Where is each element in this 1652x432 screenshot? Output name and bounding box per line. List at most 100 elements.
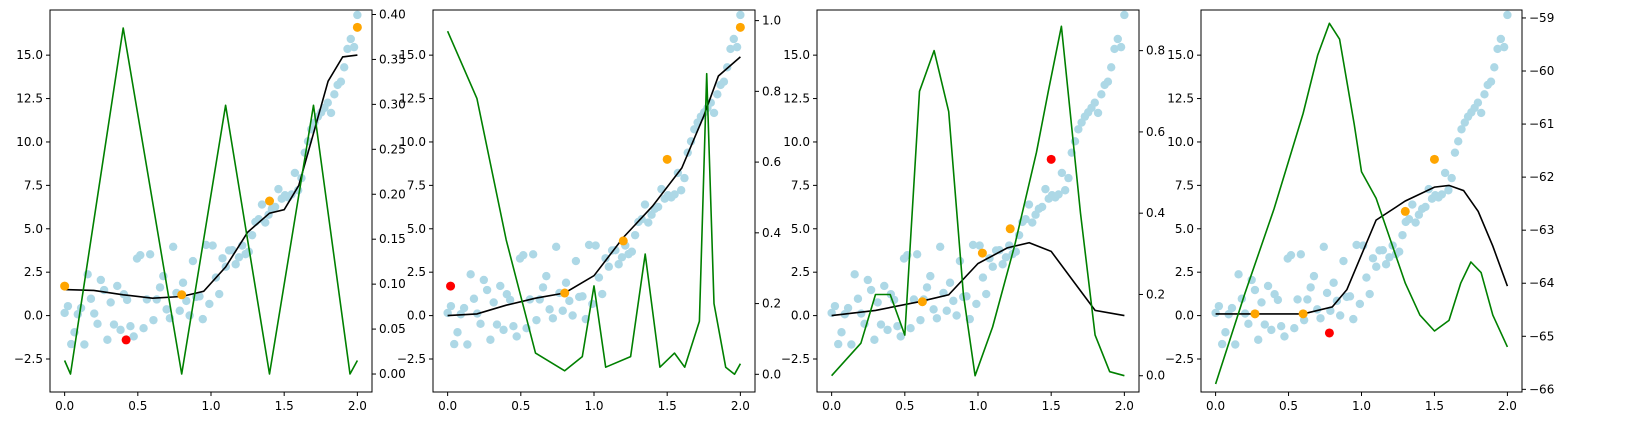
y2-tick-label: 1.0 [762,14,781,28]
mean-curve [447,56,741,317]
data-point [932,314,942,323]
data-point [175,306,184,315]
data-point [1421,202,1430,212]
data-point [909,295,919,304]
x-tick-label: 0.0 [1206,399,1225,413]
x-tick-label: 2.0 [1115,399,1134,413]
data-point [1231,340,1240,349]
data-point [499,325,508,335]
selected-point [1298,309,1308,319]
data-point [551,242,561,251]
data-point [67,339,76,349]
data-point [274,184,283,194]
y2-tick-label: 0.35 [379,52,406,66]
y-tick-label: 5.0 [407,222,426,236]
data-point [680,173,689,183]
x-tick-label: 0.0 [55,399,74,413]
selected-point [265,196,275,206]
y2-tick-label: 0.25 [379,142,406,156]
data-point [545,305,554,314]
data-point [479,275,489,285]
data-point [670,190,679,199]
data-point [1309,271,1319,281]
x-tick-label: 2.0 [731,399,750,413]
data-point [1437,190,1447,199]
selected-point [1400,206,1410,216]
y-tick-label: 2.5 [1175,265,1194,279]
y-tick-label: 10.0 [399,135,426,149]
data-point [1296,250,1306,259]
y2-tick-label: 0.4 [1146,206,1165,220]
data-point [290,168,300,178]
y-tick-label: 5.0 [1175,222,1194,236]
y2-tick-label: 0.40 [379,7,406,21]
data-point [152,295,161,304]
data-point [1398,230,1407,240]
data-point [1250,285,1260,295]
next-point [1324,328,1334,338]
data-point [598,289,607,299]
data-point [346,34,355,44]
data-point [178,278,188,287]
selected-point [1429,154,1439,164]
y-tick-label: 10.0 [783,135,810,149]
y-tick-label: −2.5 [1165,352,1194,366]
data-point [162,305,171,314]
data-point [863,275,873,285]
x-tick-label: 1.0 [1352,399,1371,413]
data-point [922,283,932,292]
mean-curve [64,54,358,300]
data-point [732,42,742,52]
data-point [998,260,1007,269]
data-point [1368,254,1378,263]
data-point [1372,262,1381,271]
data-point [709,108,719,118]
y-tick-label: 12.5 [783,92,810,106]
y2-tick-label: 0.0 [1146,369,1165,383]
data-point [343,44,352,54]
data-point [1476,108,1486,118]
y-tick-label: 15.0 [1167,48,1194,62]
data-point [644,218,653,227]
data-point [1362,273,1371,282]
data-point [906,323,915,333]
y-tick-label: 2.5 [791,265,810,279]
data-point [588,299,597,309]
data-point [1447,173,1456,183]
data-point [287,190,296,199]
data-point [926,271,935,281]
y-tick-label: 0.0 [407,309,426,323]
y2-tick-label: 0.20 [379,187,406,201]
data-point [476,319,485,329]
data-point [1263,281,1273,291]
data-point [1440,168,1450,178]
data-point [1021,214,1030,224]
next-point [121,335,131,345]
data-point [1113,34,1122,44]
data-point [1074,125,1083,134]
data-point [978,273,988,282]
data-point [109,320,119,329]
selected-point [177,290,187,300]
data-point [876,320,886,329]
data-point [1473,98,1483,107]
data-point [1339,256,1348,266]
y2-tick-label: 0.00 [379,367,406,381]
data-point [450,339,459,349]
data-point [1286,250,1296,260]
data-point [1355,299,1365,309]
y-tick-label: 7.5 [1175,178,1194,192]
x-tick-label: 2.0 [348,399,367,413]
data-point [257,200,267,209]
data-point [548,314,558,323]
plot-area [1211,10,1512,385]
data-point [584,240,594,250]
data-point [1352,240,1361,250]
y-tick-label: 12.5 [16,92,43,106]
data-point [896,332,905,341]
axes-frame [1200,9,1523,393]
data-point [489,298,498,307]
data-point [880,281,889,291]
data-point [1493,44,1502,54]
data-point [1349,314,1358,324]
